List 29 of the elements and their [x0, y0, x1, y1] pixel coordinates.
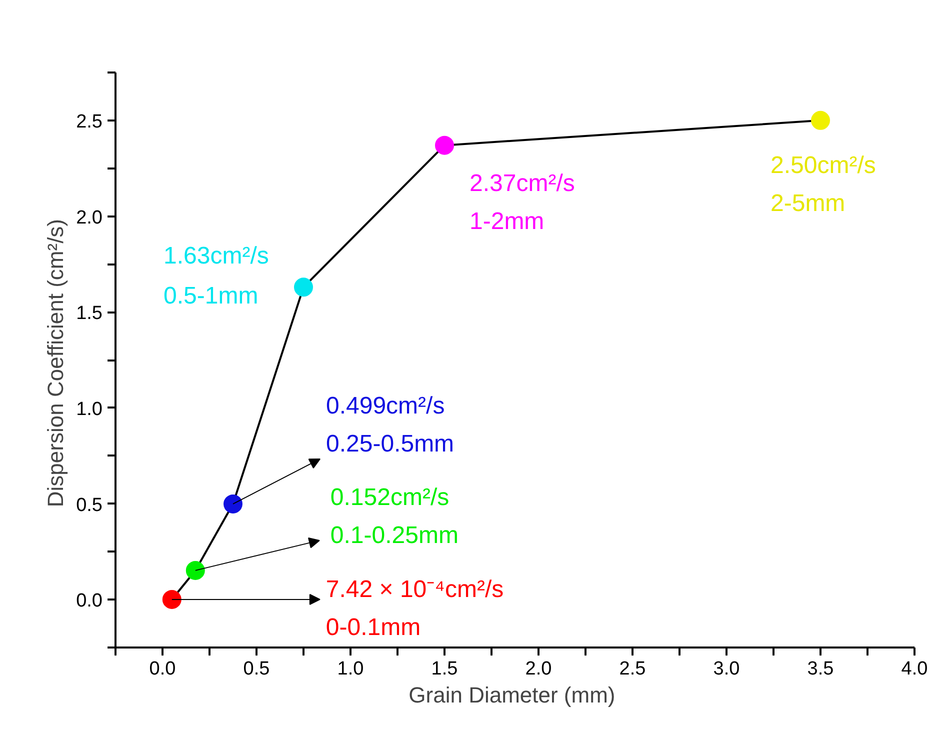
- y-tick-label: 0.0: [76, 590, 103, 612]
- x-tick-label: 3.5: [807, 658, 834, 680]
- annotation: 1.63cm²/s 0.5-1mm: [164, 242, 269, 310]
- x-axis-title: Grain Diameter (mm): [408, 682, 616, 708]
- y-axis-title: Dispersion Coefficient (cm²/s): [43, 218, 68, 508]
- x-tick-label: 2.0: [525, 658, 552, 680]
- y-tick-label: 0.5: [76, 494, 103, 516]
- point: [224, 494, 242, 514]
- point: [186, 560, 205, 580]
- annotation: 0.152cm²/s 0.1-0.25mm: [330, 484, 458, 549]
- annotation: 2.37cm²/s 1-2mm: [470, 170, 575, 235]
- y-tick-label: 2.0: [76, 207, 103, 228]
- x-tick-label: 1.0: [337, 658, 364, 680]
- y-tick-label: 1.5: [76, 303, 103, 324]
- x-tick-label: 0.5: [243, 658, 270, 680]
- x-tick-label: 1.5: [431, 658, 458, 680]
- x-tick-label: 0.0: [149, 658, 176, 680]
- x-tick-label: 4.0: [901, 658, 928, 680]
- annotation: 2.50cm²/s 2-5mm: [770, 152, 876, 217]
- point: [811, 110, 830, 130]
- point: [294, 278, 313, 297]
- annotation: 7.42 × 10⁻⁴cm²/s 0-0.1mm: [326, 576, 504, 641]
- x-tick-label: 3.0: [713, 658, 740, 680]
- point: [435, 136, 454, 155]
- y-tick-label: 1.0: [76, 398, 103, 420]
- point: [162, 590, 182, 609]
- y-tick-label: 2.5: [76, 111, 103, 132]
- x-tick-label: 2.5: [619, 658, 646, 680]
- annotation: 0.499cm²/s 0.25-0.5mm: [326, 392, 454, 458]
